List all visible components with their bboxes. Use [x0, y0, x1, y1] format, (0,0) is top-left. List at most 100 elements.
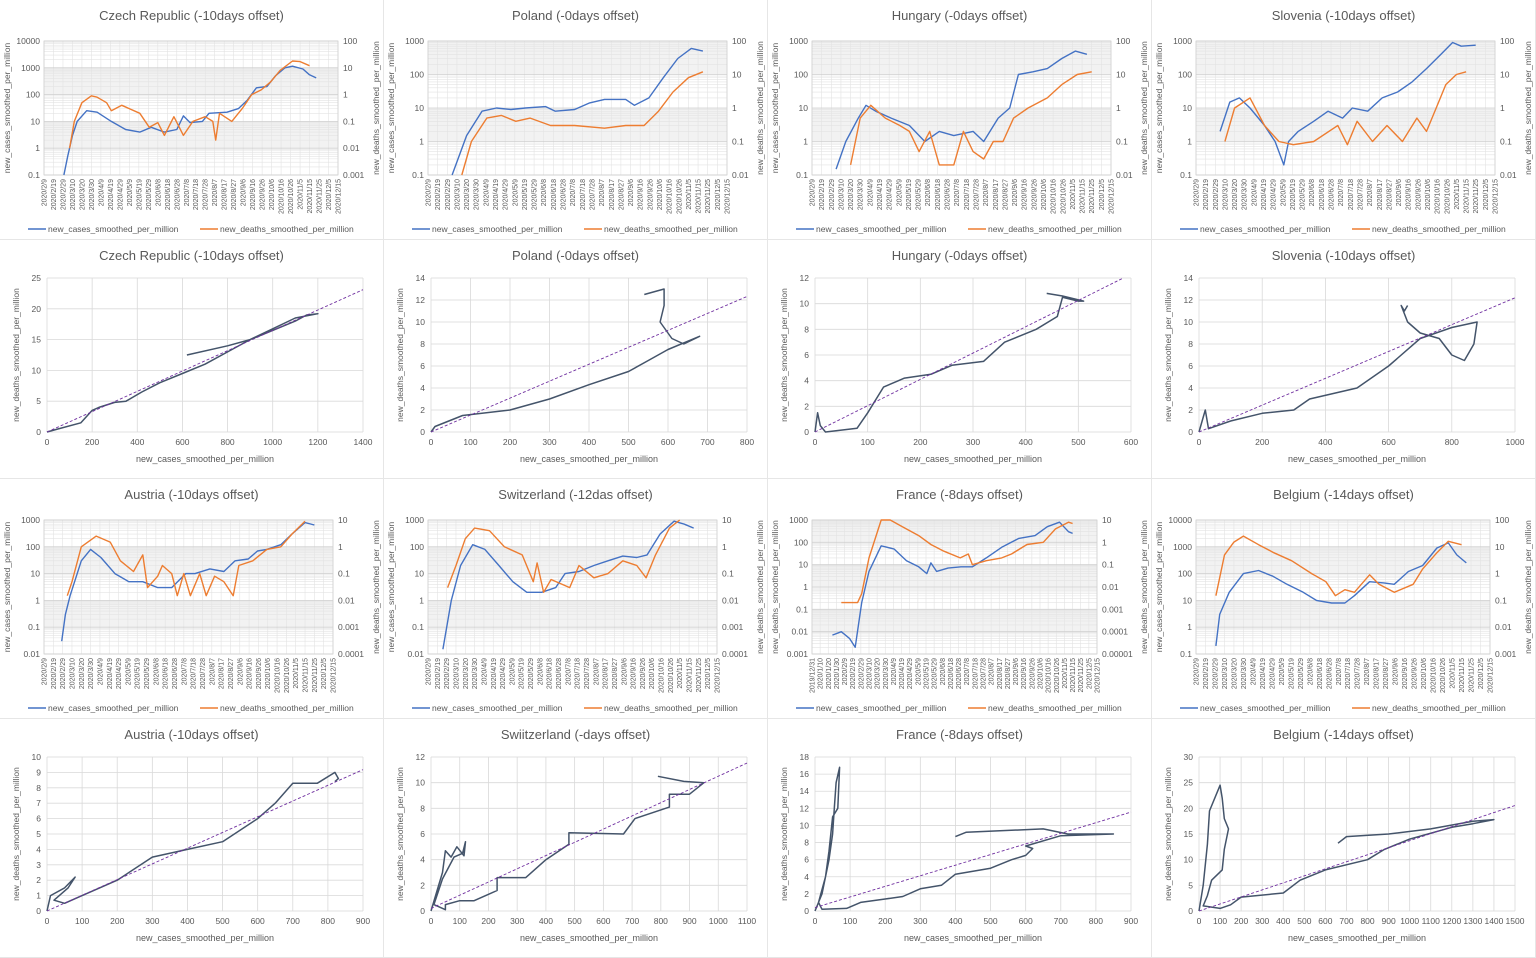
chart-svg: Belgium (-14days offset) 2020/2/9 2020/2/1…: [1154, 487, 1533, 713]
grid-band: [1196, 41, 1495, 75]
x-tick-label: 2020/7/18: [193, 179, 200, 210]
chart-title: Hungary (-0days offset): [892, 248, 1028, 263]
y-tick-label: 8: [804, 837, 809, 847]
chart-panel: France (-8days offset) 0 100 200 300 400 500 60…: [768, 718, 1151, 957]
grid-band: [44, 121, 338, 149]
x-tick-label: 2020/4/9: [481, 658, 488, 685]
x-tick-label: 2020/10/6: [265, 658, 272, 689]
x-tick-label: 0: [1197, 437, 1202, 447]
x-tick-label: 2020/10/26: [676, 179, 683, 214]
y-right-tick-label: 0.0001: [338, 649, 364, 659]
x-tick-label: 2020/7/18: [191, 658, 198, 689]
x-tick-label: 2020/7/8: [964, 658, 971, 685]
x-tick-label: 2020/12/15: [1488, 658, 1495, 693]
x-tick-label: 2020/10/26: [284, 658, 291, 693]
x-tick-label: 2020/5/9: [1279, 658, 1286, 685]
chart-panel: Hungary (-0days offset) 2020/2/9 2020/2/19…: [768, 0, 1151, 239]
x-tick-label: 2020/6/18: [551, 179, 558, 210]
y-tick-label: 0: [1188, 427, 1193, 437]
x-tick-label: 2020/4/29: [117, 179, 124, 210]
y-tick-label: 0: [804, 906, 809, 916]
x-tick-label: 2020/9/16: [247, 658, 254, 689]
x-tick-label: 2020/4/29: [907, 658, 914, 689]
x-tick-label: 2020/3/10: [453, 658, 460, 689]
x-tick-label: 2020/6/28: [956, 658, 963, 689]
x-axis-label: new_cases_smoothed_per_million: [136, 933, 274, 943]
y-tick-label: 6: [804, 854, 809, 864]
y-tick-label: 6: [420, 829, 425, 839]
deaths-series-line: [461, 71, 704, 176]
x-tick-label: 600: [1318, 916, 1332, 926]
x-axis-label: new_cases_smoothed_per_million: [136, 454, 274, 464]
x-tick-label: 2020/10/26: [668, 658, 675, 693]
x-tick-label: 2020/5/19: [135, 658, 142, 689]
x-tick-label: 2020/8/7: [1364, 658, 1371, 685]
x-tick-label: 2020/10/16: [659, 658, 666, 693]
x-tick-label: 2020/6/28: [1326, 658, 1333, 689]
y-right-tick-label: 10: [722, 515, 732, 525]
chart-title: Poland (-0days offset): [512, 248, 639, 263]
x-tick-label: 2020/3/30: [474, 179, 481, 210]
x-tick-label: 800: [1089, 916, 1103, 926]
x-tick-label: 2020/7/18: [964, 179, 971, 210]
y-left-tick-label: 1: [419, 137, 424, 147]
x-tick-label: 2020/5/29: [528, 658, 535, 689]
x-tick-label: 2020/11/25: [312, 658, 319, 693]
chart-svg: Czech Republic (-10days offset)2020/2/9 2…: [2, 8, 381, 234]
y-left-tick-label: 100: [1178, 70, 1192, 80]
y-left-tick-label: 100: [26, 542, 40, 552]
x-tick-label: 2020/3/30: [472, 658, 479, 689]
x-tick-label: 2020/8/7: [989, 658, 996, 685]
y-left-tick-label: 0.1: [1180, 170, 1192, 180]
x-tick-label: 2020/6/28: [945, 179, 952, 210]
x-tick-label: 2020/2/19: [51, 179, 58, 210]
x-tick-label: 2020/3/30: [88, 658, 95, 689]
trendline: [46, 288, 364, 432]
x-tick-label: 2020/6/28: [174, 179, 181, 210]
y-left-tick-label: 1000: [405, 36, 424, 46]
y-tick-label: 10: [1184, 854, 1194, 864]
y-left-tick-label: 0.01: [407, 649, 424, 659]
x-tick-label: 2020/9/26: [640, 658, 647, 689]
grid-band: [812, 564, 1097, 587]
y-left-tick-label: 1: [1187, 622, 1192, 632]
x-tick-label: 2020/2/29: [1212, 658, 1219, 689]
cases-series-line: [63, 65, 317, 176]
legend-deaths-label: new_deaths_smoothed_per_million: [604, 703, 738, 713]
x-tick-label: 2020/10/26: [1060, 179, 1067, 214]
chart-title: Hungary (-0days offset): [892, 8, 1028, 23]
legend-deaths-label: new_deaths_smoothed_per_million: [220, 703, 354, 713]
x-tick-label: 2020/10/16: [279, 179, 286, 214]
y-right-tick-label: 0.01: [1116, 170, 1133, 180]
x-tick-label: 2020/4/19: [1260, 658, 1267, 689]
x-tick-label: 2020/3/20: [79, 658, 86, 689]
x-tick-label: 2020/8/17: [222, 179, 229, 210]
x-tick-label: 2020/9/26: [260, 179, 267, 210]
y-left-tick-label: 10: [31, 569, 41, 579]
y-left-tick-label: 10: [415, 569, 425, 579]
x-tick-label: 2020/10/16: [275, 658, 282, 693]
x-tick-label: 2020/10/16: [1435, 179, 1442, 214]
x-tick-label: 2020/10/16: [667, 179, 674, 214]
x-tick-label: 100: [861, 437, 875, 447]
x-tick-label: 1100: [1422, 916, 1441, 926]
plot-area: [1195, 519, 1491, 655]
x-tick-label: 2020/10/6: [657, 179, 664, 210]
y-left-tick-label: 10: [799, 103, 809, 113]
x-tick-label: 2020/11/25: [1078, 658, 1085, 693]
grid-band: [44, 67, 338, 95]
chart-panel: Slovenia (-10days offset) 2020/2/9 2020/2/…: [1152, 0, 1535, 239]
legend-cases-label: new_cases_smoothed_per_million: [432, 703, 563, 713]
y-right-tick-label: 0.001: [722, 622, 744, 632]
y-tick-label: 0: [804, 427, 809, 437]
plot-area: [1195, 40, 1496, 176]
grid-band: [1196, 108, 1495, 142]
x-tick-label: 2020/10/16: [1046, 658, 1053, 693]
y-right-tick-label: 1: [1102, 537, 1107, 547]
trendline: [1198, 804, 1516, 911]
x-tick-label: 2020/2/9: [1194, 179, 1201, 206]
x-tick-label: 2020/6/18: [935, 179, 942, 210]
y-tick-label: 4: [1188, 383, 1193, 393]
x-tick-label: 400: [539, 916, 553, 926]
x-tick-label: 2020/9/16: [1402, 658, 1409, 689]
